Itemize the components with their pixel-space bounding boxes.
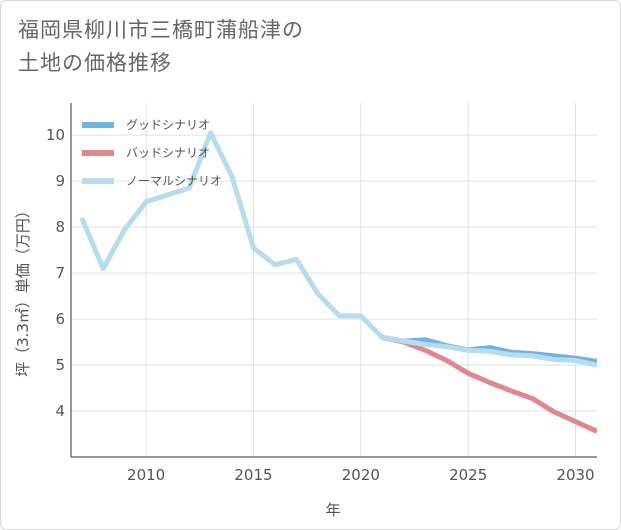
x-tick-label: 2020 bbox=[342, 466, 380, 484]
chart-title: 福岡県柳川市三橋町蒲船津の 土地の価格推移 bbox=[18, 14, 304, 80]
x-tick-label: 2030 bbox=[556, 466, 594, 484]
x-tick-label: 2015 bbox=[234, 466, 272, 484]
legend-label: ノーマルシナリオ bbox=[126, 174, 222, 188]
x-axis-label: 年 bbox=[325, 501, 340, 519]
y-tick-label: 4 bbox=[55, 402, 65, 420]
y-tick-label: 10 bbox=[46, 126, 65, 144]
y-tick-label: 6 bbox=[55, 310, 65, 328]
series-line-1 bbox=[381, 335, 597, 434]
axes: 4 5 6 7 8 9 10 2010 2015 2020 2025 2030 bbox=[46, 103, 597, 484]
chart-title-line2: 土地の価格推移 bbox=[18, 51, 172, 75]
y-tick-label: 8 bbox=[55, 218, 65, 236]
x-tick-label: 2010 bbox=[127, 466, 165, 484]
y-tick-label: 5 bbox=[55, 356, 65, 374]
y-tick-label: 7 bbox=[55, 264, 65, 282]
y-axis-label: 坪（3.3㎡）単価（万円） bbox=[14, 203, 32, 377]
series bbox=[79, 130, 597, 434]
legend-label: バッドシナリオ bbox=[126, 146, 210, 160]
series-line-2 bbox=[79, 130, 597, 368]
x-tick-label: 2025 bbox=[449, 466, 487, 484]
grid bbox=[71, 103, 597, 457]
series-line-0 bbox=[381, 335, 597, 364]
legend-label: グッドシナリオ bbox=[126, 118, 210, 132]
chart-title-line1: 福岡県柳川市三橋町蒲船津の bbox=[18, 18, 304, 42]
y-tick-label: 9 bbox=[55, 172, 65, 190]
